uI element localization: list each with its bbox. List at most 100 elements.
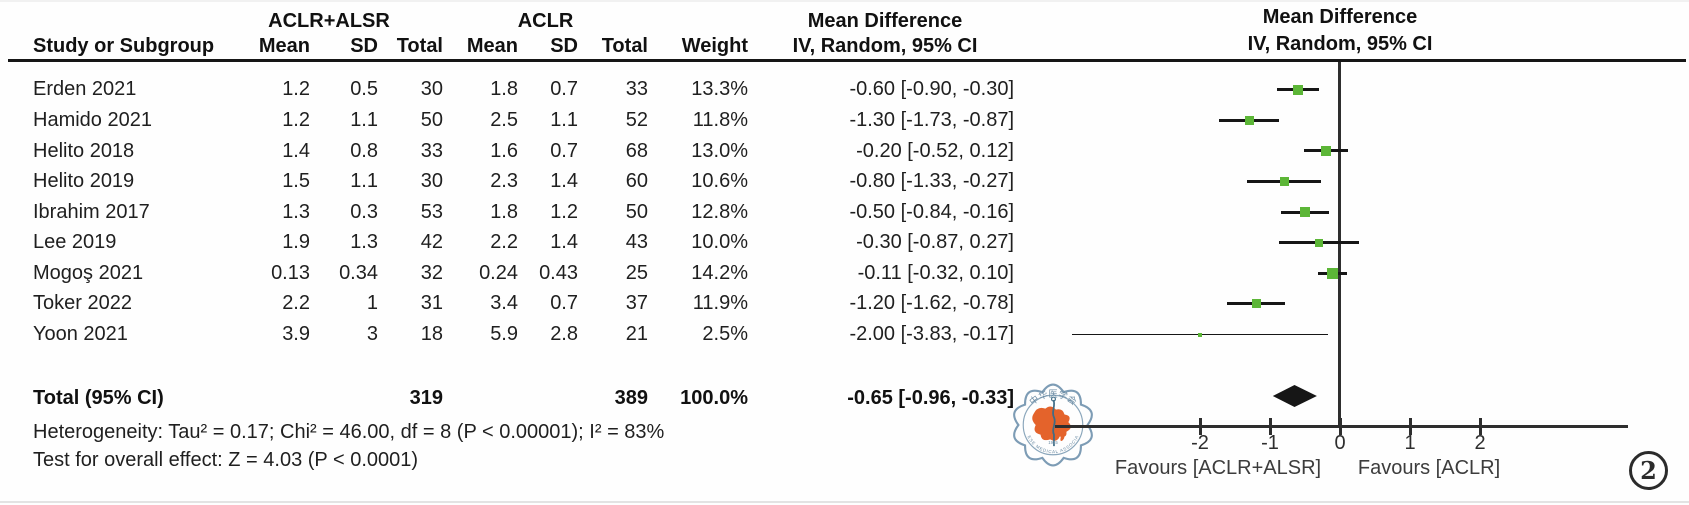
ci-text: -1.20 [-1.62, -0.78]: [849, 292, 1014, 314]
sd1: 1.1: [350, 170, 378, 192]
ci-text: -0.80 [-1.33, -0.27]: [849, 170, 1014, 192]
weight: 13.0%: [691, 140, 748, 162]
table-row: Mogoş 2021 0.13 0.34 32 0.24 0.43 25 14.…: [0, 258, 1022, 289]
seal-year: 1915: [1048, 440, 1058, 445]
group-header-experimental: ACLR+ALSR: [268, 10, 390, 32]
sd1: 0.3: [350, 201, 378, 223]
weight: 10.6%: [691, 170, 748, 192]
ci-text: -0.20 [-0.52, 0.12]: [856, 140, 1014, 162]
top-border: [0, 0, 1689, 2]
axis-tick: [1478, 418, 1482, 435]
axis-tick-label: -1: [1261, 432, 1279, 454]
figure-number-badge: 2: [1629, 451, 1668, 490]
total2: 60: [625, 170, 648, 192]
sd2: 0.43: [539, 262, 578, 284]
total2: 25: [625, 262, 648, 284]
study-point-estimate-square: [1198, 332, 1202, 337]
study-name: Ibrahim 2017: [33, 201, 150, 223]
total1: 50: [420, 109, 443, 131]
mean2: 1.8: [490, 78, 518, 100]
mean1: 1.2: [282, 109, 310, 131]
total2: 33: [625, 78, 648, 100]
col-header-mean2: Mean: [466, 35, 518, 57]
study-point-estimate-square: [1293, 84, 1303, 95]
ci-text: -0.50 [-0.84, -0.16]: [849, 201, 1014, 223]
mean2: 1.6: [490, 140, 518, 162]
axis-tick: [1268, 418, 1272, 435]
total2: 21: [625, 323, 648, 345]
weight: 12.8%: [691, 201, 748, 223]
sd1: 0.8: [350, 140, 378, 162]
total-weight: 100.0%: [680, 387, 748, 409]
mean2: 1.8: [490, 201, 518, 223]
mean2: 3.4: [490, 292, 518, 314]
total2: 52: [625, 109, 648, 131]
plot-method-header: IV, Random, 95% CI: [1247, 33, 1433, 55]
seal-petal-border: [1013, 383, 1093, 467]
sd2: 0.7: [550, 140, 578, 162]
ci-text: -0.11 [-0.32, 0.10]: [857, 262, 1014, 284]
study-point-estimate-square: [1251, 299, 1261, 309]
col-header-sd2: SD: [550, 35, 578, 57]
col-header-total1: Total: [396, 35, 443, 57]
study-name: Erden 2021: [33, 78, 137, 100]
axis-tick-label: 0: [1334, 432, 1346, 454]
ci-text: -0.30 [-0.87, 0.27]: [856, 231, 1014, 253]
weight: 11.9%: [692, 292, 748, 314]
sd1: 0.5: [350, 78, 378, 100]
total2: 68: [625, 140, 648, 162]
total2: 37: [625, 292, 648, 314]
china-map-shape: [1032, 406, 1071, 441]
total1: 31: [420, 292, 443, 314]
total-n-experimental: 319: [409, 387, 443, 409]
table-row: Hamido 2021 1.2 1.1 50 2.5 1.1 52 11.8% …: [0, 105, 1022, 136]
col-header-ci-method: IV, Random, 95% CI: [792, 35, 978, 57]
sd2: 0.7: [550, 78, 578, 100]
mean1: 1.5: [282, 170, 310, 192]
table-row: Erden 2021 1.2 0.5 30 1.8 0.7 33 13.3% -…: [0, 74, 1022, 105]
plot-md-header: Mean Difference: [1262, 6, 1418, 28]
sd1: 3: [366, 323, 378, 345]
sd1: 1: [366, 292, 378, 314]
study-name: Mogoş 2021: [33, 262, 144, 284]
study-point-estimate-square: [1279, 177, 1289, 186]
staff-lamp-icon: [1050, 396, 1056, 402]
total-label: Total (95% CI): [33, 387, 164, 409]
study-name: Helito 2018: [33, 140, 135, 162]
forest-plot: Mean Difference IV, Random, 95% CI -2 -1 0…: [1022, 0, 1689, 505]
favours-right-label: Favours [ACLR]: [1357, 457, 1501, 479]
axis-tick: [1408, 418, 1412, 435]
study-name: Toker 2022: [33, 292, 132, 314]
total1: 30: [420, 78, 443, 100]
weight: 11.8%: [692, 109, 748, 131]
ci-text: -1.30 [-1.73, -0.87]: [849, 109, 1014, 131]
axis-tick: [1198, 418, 1202, 435]
study-point-estimate-square: [1321, 145, 1331, 156]
island-shape: [1060, 433, 1065, 442]
study-name: Helito 2019: [33, 170, 135, 192]
total-diamond-layer: [1272, 385, 1317, 407]
total-ci-text: -0.65 [-0.96, -0.33]: [847, 387, 1014, 409]
favours-left-label: Favours [ACLR+ALSR]: [1114, 457, 1322, 479]
study-point-estimate-square: [1300, 207, 1310, 218]
study-name: Hamido 2021: [33, 109, 152, 131]
table-row: Yoon 2021 3.9 3 18 5.9 2.8 21 2.5% -2.00…: [0, 319, 1022, 350]
mean1: 1.9: [282, 231, 310, 253]
sd2: 1.4: [550, 231, 578, 253]
mean2: 2.3: [490, 170, 518, 192]
mean1: 1.4: [282, 140, 310, 162]
sd2: 0.7: [550, 292, 578, 314]
study-point-estimate-square: [1244, 115, 1254, 125]
mean2: 2.2: [490, 231, 518, 253]
total2: 50: [625, 201, 648, 223]
study-name: Yoon 2021: [33, 323, 128, 345]
header-underline: [8, 59, 1686, 62]
md-column-header: Mean Difference: [807, 10, 963, 32]
total1: 33: [420, 140, 443, 162]
mean1: 0.13: [271, 262, 310, 284]
col-header-total2: Total: [601, 35, 648, 57]
weight: 2.5%: [702, 323, 748, 345]
study-point-estimate-square: [1315, 238, 1323, 247]
sd1: 1.1: [350, 109, 378, 131]
